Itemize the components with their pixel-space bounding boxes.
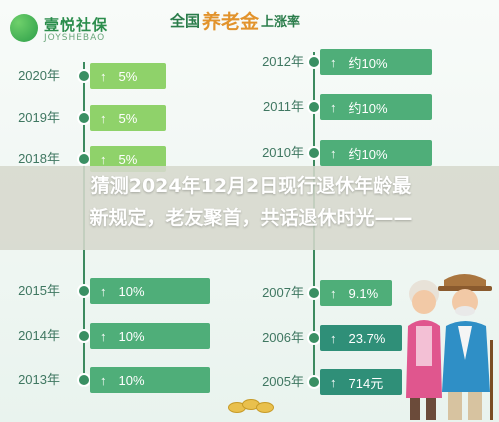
row-year: 2019年 xyxy=(18,110,60,125)
rate-bar: ↑ 10% xyxy=(90,367,210,393)
timeline-dot-icon xyxy=(309,288,319,298)
row-year: 2005年 xyxy=(262,374,304,389)
timeline-dot-icon xyxy=(309,377,319,387)
rate-value: 约10% xyxy=(348,146,388,162)
rate-bar: ↑ 约10% xyxy=(320,140,432,166)
rate-value: 23.7% xyxy=(348,330,386,346)
up-arrow-icon: ↑ xyxy=(330,285,337,301)
timeline-row: 2014年 ↑ 10% xyxy=(0,323,230,349)
timeline-dot-icon xyxy=(309,333,319,343)
coins-illustration xyxy=(228,398,280,413)
up-arrow-icon: ↑ xyxy=(100,110,107,126)
title-banner xyxy=(0,166,499,250)
up-arrow-icon: ↑ xyxy=(100,68,107,84)
row-year: 2013年 xyxy=(18,372,60,387)
headline-part-1: 全国 xyxy=(170,11,201,30)
row-year: 2010年 xyxy=(262,145,304,160)
up-arrow-icon: ↑ xyxy=(330,54,337,70)
timeline-dot-icon xyxy=(79,113,89,123)
timeline-row: 2005年 ↑ 714元 xyxy=(0,369,499,395)
row-year: 2012年 xyxy=(262,54,304,69)
row-year: 2007年 xyxy=(262,285,304,300)
timeline-dot-icon xyxy=(79,286,89,296)
rate-bar: ↑ 约10% xyxy=(320,49,432,75)
rate-value: 约10% xyxy=(348,100,388,116)
rate-value: 9.1% xyxy=(348,285,379,301)
article-title: 猜测2024年12月2日现行退休年龄最 新规定，老友聚首，共话退休时光—— xyxy=(12,170,490,234)
coin-icon xyxy=(256,402,274,413)
rate-bar: ↑ 5% xyxy=(90,63,166,89)
timeline-row: 2019年 ↑ 5% xyxy=(0,105,230,131)
rate-bar: ↑ 10% xyxy=(90,278,210,304)
timeline-row: 2006年 ↑ 23.7% xyxy=(0,325,499,351)
timeline-dot-icon xyxy=(79,375,89,385)
article-title-line-1: 猜测2024年12月2日现行退休年龄最 xyxy=(90,175,412,197)
row-year: 2020年 xyxy=(18,68,60,83)
timeline-row: 2007年 ↑ 9.1% xyxy=(0,280,499,306)
row-year: 2014年 xyxy=(18,328,60,343)
up-arrow-icon: ↑ xyxy=(100,283,107,299)
timeline-row: 2013年 ↑ 10% xyxy=(0,367,230,393)
timeline-row: 2012年 ↑ 约10% xyxy=(0,49,499,75)
rate-value: 5% xyxy=(118,151,138,167)
chart-headline: 全国 养老金 上涨率 xyxy=(170,6,300,34)
timeline-dot-icon xyxy=(79,71,89,81)
timeline-row: 2010年 ↑ 约10% xyxy=(0,140,499,166)
headline-part-3: 上涨率 xyxy=(261,14,301,30)
up-arrow-icon: ↑ xyxy=(100,328,107,344)
row-year: 2011年 xyxy=(263,99,304,114)
brand-mark-icon xyxy=(10,14,38,42)
timeline-row: 2011年 ↑ 约10% xyxy=(0,94,499,120)
brand-logo: 壹悦社保 JOYSHEBAO xyxy=(10,10,160,50)
rate-bar: ↑ 5% xyxy=(90,105,166,131)
up-arrow-icon: ↑ xyxy=(330,145,337,161)
rate-value: 10% xyxy=(118,372,145,388)
rate-bar: ↑ 23.7% xyxy=(320,325,402,351)
rate-bar: ↑ 10% xyxy=(90,323,210,349)
article-title-line-2: 新规定，老友聚首，共话退休时光—— xyxy=(89,207,413,229)
rate-value: 10% xyxy=(118,283,145,299)
up-arrow-icon: ↑ xyxy=(100,372,107,388)
timeline-dot-icon xyxy=(309,148,319,158)
rate-bar: ↑ 约10% xyxy=(320,94,432,120)
timeline-row: 2020年 ↑ 5% xyxy=(0,63,230,89)
timeline-dot-icon xyxy=(79,154,89,164)
rate-value: 5% xyxy=(118,68,138,84)
up-arrow-icon: ↑ xyxy=(330,330,337,346)
headline-part-2: 养老金 xyxy=(202,10,260,33)
timeline-dot-icon xyxy=(309,102,319,112)
up-arrow-icon: ↑ xyxy=(330,374,337,390)
timeline-row: 2015年 ↑ 10% xyxy=(0,278,230,304)
rate-value: 10% xyxy=(118,328,145,344)
brand-subtitle: JOYSHEBAO xyxy=(44,33,106,43)
rate-value: 约10% xyxy=(348,55,388,71)
row-year: 2018年 xyxy=(18,151,60,166)
rate-value: 5% xyxy=(118,110,138,126)
rate-bar: ↑ 714元 xyxy=(320,369,402,395)
row-year: 2006年 xyxy=(262,330,304,345)
brand-name: 壹悦社保 xyxy=(44,16,109,34)
rate-value: 714元 xyxy=(348,375,384,391)
up-arrow-icon: ↑ xyxy=(330,99,337,115)
rate-bar: ↑ 9.1% xyxy=(320,280,392,306)
row-year: 2015年 xyxy=(18,283,60,298)
timeline-dot-icon xyxy=(309,57,319,67)
up-arrow-icon: ↑ xyxy=(100,151,107,167)
elderly-couple-illustration xyxy=(406,274,493,420)
timeline-dot-icon xyxy=(79,331,89,341)
